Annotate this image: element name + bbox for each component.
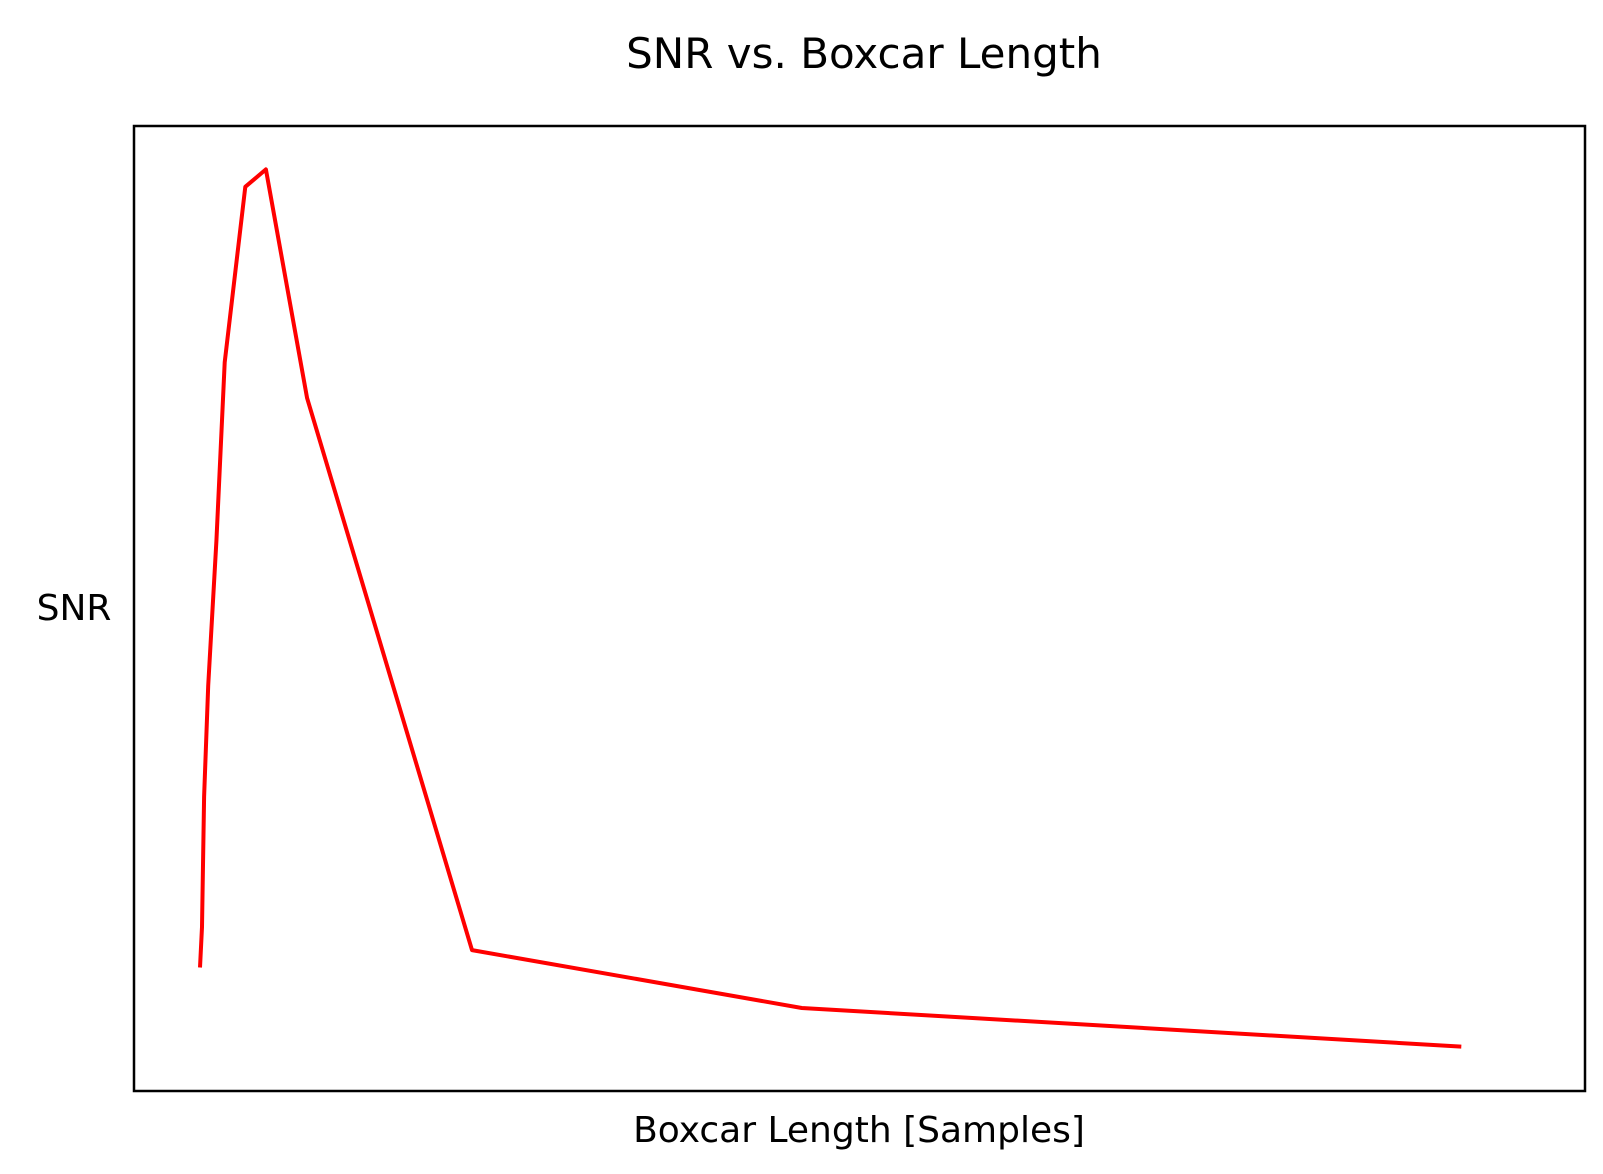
plot-frame [132, 124, 1587, 1093]
chart-title: SNR vs. Boxcar Length [626, 29, 1102, 78]
series-line-0 [198, 167, 1462, 1049]
x-axis-label: Boxcar Length [Samples] [633, 1110, 1085, 1151]
y-axis-label: SNR [37, 588, 112, 629]
series-layer [198, 167, 1462, 1049]
